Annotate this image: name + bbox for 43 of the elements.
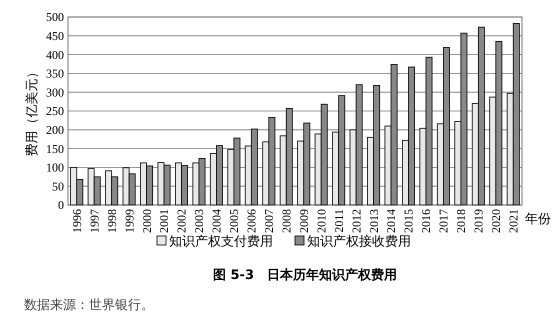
x-tick-label: 2016 <box>419 209 434 233</box>
x-tick-label: 2008 <box>279 209 294 233</box>
y-tick-label: 0 <box>58 198 64 212</box>
x-tick-label: 1997 <box>87 209 102 233</box>
y-tick-label: 150 <box>46 142 64 156</box>
x-tick-label: 2000 <box>140 209 154 233</box>
x-tick-label: 2014 <box>384 209 398 233</box>
y-tick-label: 350 <box>46 66 64 81</box>
x-axis-title: 年份 <box>525 211 551 226</box>
x-tick-label: 2019 <box>472 209 486 233</box>
x-tick-label: 1999 <box>122 209 136 233</box>
x-tick-label: 2021 <box>506 209 520 233</box>
y-tick-label: 450 <box>46 29 64 43</box>
legend-label: 知识产权支付费用 <box>169 234 273 249</box>
y-axis-title: 费用（亿美元） <box>24 66 39 156</box>
source-note: 数据来源：世界银行。 <box>24 297 154 312</box>
x-tick-label: 2017 <box>436 209 451 233</box>
x-tick-label: 2006 <box>244 209 259 233</box>
x-tick-label: 2018 <box>454 209 468 233</box>
x-tick-label: 1996 <box>70 209 84 233</box>
x-tick-label: 2002 <box>174 209 189 233</box>
text: 图 5-3 日本历年知识产权费用 <box>212 267 398 283</box>
y-tick-label: 50 <box>52 179 64 194</box>
y-tick-label: 500 <box>46 10 64 24</box>
y-tick-label: 300 <box>46 85 64 100</box>
y-tick-label: 400 <box>46 48 64 62</box>
y-tick-label: 250 <box>46 104 64 118</box>
legend-label: 知识产权接收费用 <box>307 234 411 249</box>
x-tick-label: 2004 <box>210 209 224 233</box>
x-tick-label: 2005 <box>227 209 242 233</box>
x-tick-label: 2001 <box>157 209 172 233</box>
x-tick-label: 2013 <box>366 209 381 233</box>
x-tick-label: 2015 <box>402 209 416 233</box>
x-tick-label: 2007 <box>262 209 276 233</box>
x-tick-label: 2020 <box>489 209 504 233</box>
x-tick-label: 2010 <box>314 209 328 233</box>
y-tick-label: 100 <box>46 160 64 175</box>
y-tick-label: 200 <box>46 123 64 137</box>
x-tick-label: 1998 <box>104 209 119 233</box>
x-tick-label: 2009 <box>296 209 311 233</box>
x-tick-label: 2011 <box>332 209 346 233</box>
x-tick-label: 2012 <box>349 209 364 233</box>
x-tick-label: 2003 <box>192 209 206 233</box>
